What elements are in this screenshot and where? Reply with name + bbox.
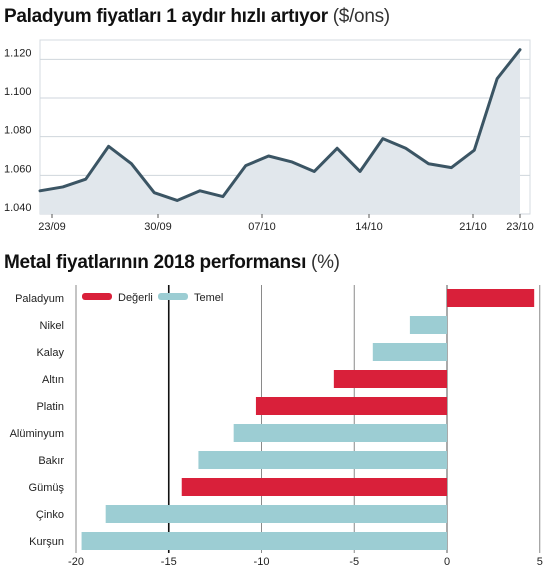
category-label: Kurşun — [29, 536, 64, 548]
x-tick-label: 14/10 — [355, 221, 383, 233]
chart-title-metals: Metal fiyatlarının 2018 performansı (%) — [4, 252, 340, 274]
x-tick-label: 07/10 — [248, 221, 276, 233]
x-tick-label: -20 — [68, 556, 84, 567]
palladium-price-chart: 1.040 1.060 1.080 1.100 1.120 23/09 30/09 07/10… — [4, 39, 534, 233]
x-tick-label: 21/10 — [459, 221, 487, 233]
bar — [181, 478, 448, 496]
category-label: Paladyum — [15, 293, 64, 305]
bar — [81, 532, 447, 550]
x-tick-label: 5 — [537, 556, 543, 567]
bar — [255, 397, 447, 415]
legend-label: Değerli — [118, 292, 153, 304]
x-tick-label: 0 — [444, 556, 450, 567]
bar — [372, 343, 447, 361]
x-tick-label: 23/10 — [506, 221, 534, 233]
category-label: Çinko — [36, 509, 64, 521]
x-tick-label: 30/09 — [144, 221, 172, 233]
y-tick-label: 1.120 — [4, 47, 32, 59]
bar — [233, 424, 447, 442]
bar — [198, 451, 447, 469]
category-label: Alüminyum — [10, 428, 64, 440]
chart-title-text: Paladyum fiyatları 1 aydır hızlı artıyor — [4, 6, 328, 27]
category-label: Bakır — [38, 455, 64, 467]
bar — [409, 316, 447, 334]
category-label: Platin — [36, 401, 64, 413]
category-label: Kalay — [36, 347, 64, 359]
chart-title-text: Metal fiyatlarının 2018 performansı — [4, 252, 307, 273]
bar — [447, 289, 535, 307]
category-label: Nikel — [40, 320, 64, 332]
price-line — [38, 48, 522, 202]
bar — [105, 505, 448, 523]
category-label: Altın — [42, 374, 64, 386]
chart-unit: (%) — [311, 252, 340, 273]
chart-title-palladium: Paladyum fiyatları 1 aydır hızlı artıyor… — [4, 6, 390, 28]
y-tick-label: 1.100 — [4, 86, 32, 98]
y-tick-label: 1.040 — [4, 202, 32, 214]
legend-label: Temel — [194, 292, 223, 304]
category-label: Gümüş — [29, 482, 65, 494]
y-tick-label: 1.080 — [4, 125, 32, 137]
price-area — [40, 49, 520, 214]
y-tick-label: 1.060 — [4, 163, 32, 175]
x-tick-label: 23/09 — [38, 221, 66, 233]
bar — [333, 370, 447, 388]
x-tick-label: -10 — [254, 556, 270, 567]
chart-unit: ($/ons) — [332, 6, 390, 27]
x-tick-label: -5 — [349, 556, 359, 567]
legend-swatch — [82, 293, 112, 300]
legend-swatch — [158, 293, 188, 300]
x-tick-label: -15 — [161, 556, 177, 567]
